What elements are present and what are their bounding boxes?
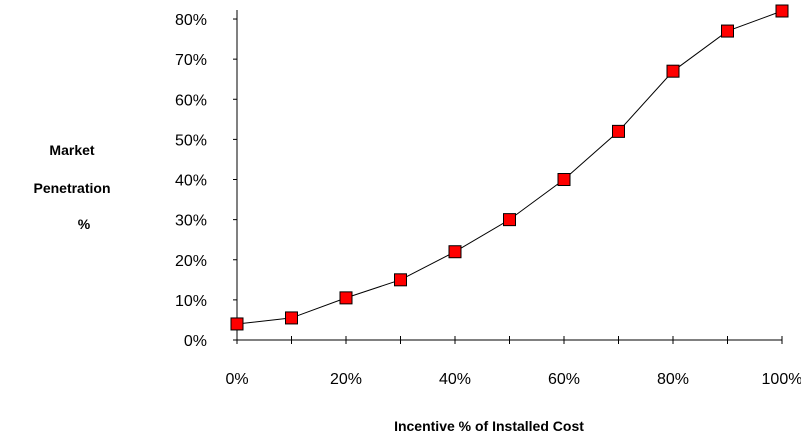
- y-axis-title-line-3: %: [78, 216, 91, 232]
- y-tick-label: 40%: [175, 173, 207, 190]
- data-point-marker: [285, 311, 298, 325]
- data-point-marker: [557, 173, 571, 187]
- data-point-marker: [339, 291, 353, 305]
- x-tick-label: 40%: [439, 371, 471, 388]
- y-axis-title-line-2: Penetration: [33, 180, 110, 196]
- data-point-marker: [775, 4, 789, 18]
- y-tick-label: 80%: [175, 12, 207, 29]
- y-tick-label: 50%: [175, 132, 207, 149]
- y-ticks: 0% 10% 20% 30% 40% 50% 60% 70% 80%: [175, 12, 237, 350]
- data-point-marker: [448, 245, 462, 259]
- data-point-marker: [394, 273, 407, 287]
- data-point-marker: [503, 213, 516, 227]
- data-point-marker: [721, 24, 734, 38]
- data-point-marker: [612, 124, 625, 138]
- x-ticks: 0% 20% 40% 60% 80% 100%: [225, 336, 801, 388]
- y-tick-label: 70%: [175, 52, 207, 69]
- y-tick-label: 20%: [175, 253, 207, 270]
- x-tick-label: 80%: [657, 371, 689, 388]
- y-tick-label: 0%: [184, 333, 207, 350]
- y-tick-label: 60%: [175, 92, 207, 109]
- data-point-marker: [666, 64, 680, 78]
- x-tick-label: 0%: [225, 371, 248, 388]
- data-point-marker: [230, 317, 244, 331]
- series-line: [236, 10, 783, 325]
- x-tick-label: 100%: [762, 371, 801, 388]
- x-tick-label: 20%: [330, 371, 362, 388]
- y-tick-label: 30%: [175, 213, 207, 230]
- y-tick-label: 10%: [175, 293, 207, 310]
- y-axis-title-line-1: Market: [49, 142, 94, 158]
- axes: [236, 10, 782, 341]
- x-tick-label: 60%: [548, 371, 580, 388]
- data-markers: [230, 4, 789, 331]
- x-axis-title: Incentive % of Installed Cost: [394, 418, 584, 434]
